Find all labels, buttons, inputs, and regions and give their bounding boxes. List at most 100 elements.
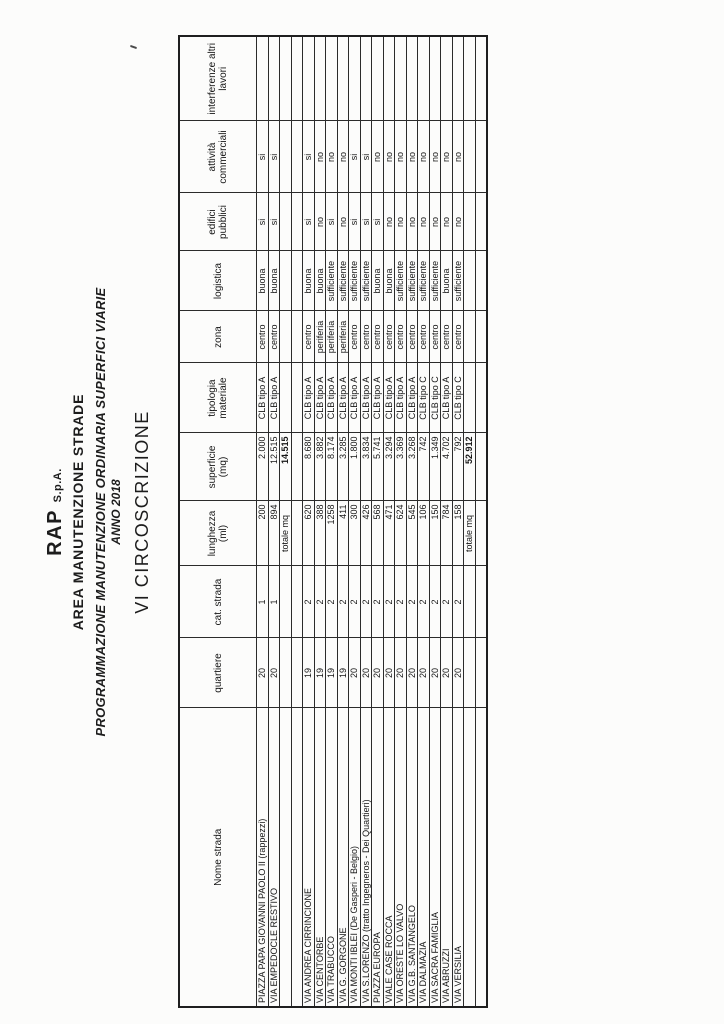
cell-cat: 2 bbox=[452, 566, 464, 638]
cell-nome: VIA ANDREA CIRRINCIONE bbox=[302, 708, 314, 1007]
cell-superficie: 8.680 bbox=[302, 433, 314, 501]
cell-edifici: no bbox=[417, 193, 429, 251]
header-row: Nome strada quartiere cat. strada lunghezza… bbox=[179, 36, 257, 1007]
cell-cat: 1 bbox=[268, 566, 280, 638]
cell-zona: periferia bbox=[337, 311, 349, 363]
cell-interferenze bbox=[360, 36, 372, 121]
cell-tipologia: CLB tipo A bbox=[325, 363, 337, 433]
cell-zona: centro bbox=[440, 311, 452, 363]
cell-superficie: 8.174 bbox=[325, 433, 337, 501]
column-header-lunghezza: lunghezza (ml) bbox=[179, 501, 257, 566]
cell-lunghezza: totale mq bbox=[279, 501, 291, 566]
cell-interferenze bbox=[325, 36, 337, 121]
cell-nome: VIA CENTORBE bbox=[314, 708, 326, 1007]
cell-superficie: 792 bbox=[452, 433, 464, 501]
cell-nome: VIA ORESTE LO VALVO bbox=[394, 708, 406, 1007]
cell-superficie: 5.741 bbox=[371, 433, 383, 501]
cell-tipologia: CLB tipo A bbox=[394, 363, 406, 433]
cell-quartiere: 19 bbox=[314, 638, 326, 708]
cell-nome bbox=[279, 708, 291, 1007]
cell-logistica: sufficiente bbox=[360, 251, 372, 311]
cell-interferenze bbox=[314, 36, 326, 121]
cell-logistica: buona bbox=[383, 251, 395, 311]
cell-edifici bbox=[463, 193, 475, 251]
cell-lunghezza: 620 bbox=[302, 501, 314, 566]
cell-tipologia: CLB tipo C bbox=[429, 363, 441, 433]
cell-zona: periferia bbox=[325, 311, 337, 363]
table-row: VIA EMPEDOCLE RESTIVO 20 1 894 12.515 CLB tip… bbox=[268, 36, 280, 1007]
cell-tipologia bbox=[463, 363, 475, 433]
cell-zona: periferia bbox=[314, 311, 326, 363]
cell-cat: 2 bbox=[314, 566, 326, 638]
cell-edifici: si bbox=[325, 193, 337, 251]
cell-nome bbox=[463, 708, 475, 1007]
cell-zona: centro bbox=[302, 311, 314, 363]
cell-attivita: no bbox=[394, 121, 406, 193]
cell-cat: 2 bbox=[383, 566, 395, 638]
cell-nome: VIA VERSILIA bbox=[452, 708, 464, 1007]
cell-nome: PIAZZA EUROPA bbox=[371, 708, 383, 1007]
column-header-logistica: logistica bbox=[179, 251, 257, 311]
cell-edifici: no bbox=[383, 193, 395, 251]
column-header-superficie: superficie (mq) bbox=[179, 433, 257, 501]
cell-interferenze bbox=[348, 36, 360, 121]
cell-attivita: no bbox=[383, 121, 395, 193]
cell-tipologia: CLB tipo C bbox=[452, 363, 464, 433]
cell-tipologia: CLB tipo A bbox=[302, 363, 314, 433]
cell-interferenze bbox=[383, 36, 395, 121]
empty-row bbox=[475, 36, 487, 1007]
cell-tipologia: CLB tipo A bbox=[440, 363, 452, 433]
cell-cat bbox=[291, 566, 303, 638]
cell-nome: VIA ABRUZZI bbox=[440, 708, 452, 1007]
cell-tipologia bbox=[291, 363, 303, 433]
cell-tipologia: CLB tipo A bbox=[256, 363, 268, 433]
section-title: VI CIRCOSCRIZIONE bbox=[132, 410, 152, 614]
cell-attivita: si bbox=[348, 121, 360, 193]
cell-lunghezza: 894 bbox=[268, 501, 280, 566]
cell-quartiere bbox=[291, 638, 303, 708]
column-header-interferenze: interferenze altri lavori bbox=[179, 36, 257, 121]
cell-interferenze bbox=[291, 36, 303, 121]
cell-superficie: 2.000 bbox=[256, 433, 268, 501]
cell-zona: centro bbox=[394, 311, 406, 363]
cell-zona bbox=[475, 311, 487, 363]
maintenance-table: Nome strada quartiere cat. strada lunghezza… bbox=[178, 35, 488, 1008]
cell-cat: 2 bbox=[406, 566, 418, 638]
cell-lunghezza: 545 bbox=[406, 501, 418, 566]
cell-zona bbox=[279, 311, 291, 363]
cell-logistica bbox=[291, 251, 303, 311]
cell-tipologia: CLB tipo A bbox=[337, 363, 349, 433]
cell-lunghezza: 471 bbox=[383, 501, 395, 566]
cell-superficie: 14.515 bbox=[279, 433, 291, 501]
cell-nome: VIA MONTI IBLEI (De Gasperi - Belgio) bbox=[348, 708, 360, 1007]
cell-quartiere: 20 bbox=[360, 638, 372, 708]
cell-logistica: sufficiente bbox=[452, 251, 464, 311]
cell-edifici: no bbox=[406, 193, 418, 251]
cell-tipologia bbox=[279, 363, 291, 433]
cell-zona: centro bbox=[417, 311, 429, 363]
cell-interferenze bbox=[475, 36, 487, 121]
cell-interferenze bbox=[371, 36, 383, 121]
cell-nome bbox=[475, 708, 487, 1007]
cell-quartiere: 20 bbox=[417, 638, 429, 708]
cell-zona: centro bbox=[429, 311, 441, 363]
table-row: VIA ANDREA CIRRINCIONE 19 2 620 8.680 CLB tip… bbox=[302, 36, 314, 1007]
column-header-quartiere: quartiere bbox=[179, 638, 257, 708]
cell-quartiere bbox=[475, 638, 487, 708]
column-header-cat: cat. strada bbox=[179, 566, 257, 638]
cell-cat: 2 bbox=[440, 566, 452, 638]
cell-interferenze bbox=[302, 36, 314, 121]
cell-edifici: no bbox=[452, 193, 464, 251]
cell-attivita: si bbox=[256, 121, 268, 193]
cell-superficie: 3.268 bbox=[406, 433, 418, 501]
cell-edifici: no bbox=[314, 193, 326, 251]
cell-nome: VIALE CASE ROCCA bbox=[383, 708, 395, 1007]
cell-cat bbox=[463, 566, 475, 638]
cell-cat bbox=[279, 566, 291, 638]
company-suffix: S.p.A. bbox=[52, 468, 64, 503]
cell-tipologia: CLB tipo A bbox=[268, 363, 280, 433]
cell-quartiere: 20 bbox=[383, 638, 395, 708]
cell-logistica bbox=[475, 251, 487, 311]
